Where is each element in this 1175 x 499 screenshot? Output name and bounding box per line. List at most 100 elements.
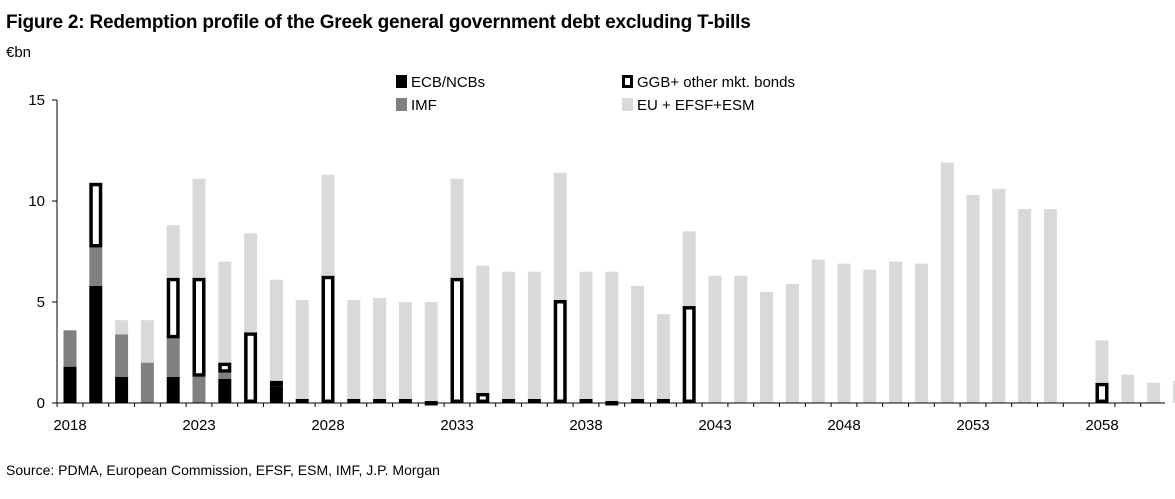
bar-ecb-2018 (63, 366, 77, 403)
x-tick-label: 2033 (440, 417, 473, 434)
x-tick-label: 2038 (569, 417, 602, 434)
bar-imf-2024 (218, 372, 232, 379)
x-tick-label: 2043 (698, 417, 731, 434)
bar-ggb-2028 (321, 275, 335, 403)
bar-eu-2036 (527, 271, 541, 399)
y-tick-label: 15 (28, 92, 45, 109)
bar-eu-2028 (321, 174, 335, 276)
x-tick-label: 2028 (311, 417, 344, 434)
bar-ecb-2019 (89, 285, 103, 403)
bar-eu-2024 (218, 261, 232, 363)
bar-eu-2045 (760, 291, 774, 403)
bar-ecb-2022 (166, 376, 180, 403)
bar-imf-2018 (63, 330, 77, 367)
bar-ggb-2042 (682, 306, 696, 404)
y-tick-label: 5 (37, 294, 45, 311)
bar-eu-2058 (1095, 340, 1109, 383)
bar-ggb-2038 (579, 398, 593, 404)
bar-ggb-2041 (656, 398, 670, 404)
bar-ggb-2023 (192, 277, 206, 377)
bar-ggb-2033 (450, 277, 464, 404)
legend: ECB/NCBs IMF GGB+ other mkt. bonds EU + EFS… (396, 74, 795, 114)
bar-eu-2044 (734, 275, 748, 403)
bar-eu-2055 (1018, 209, 1032, 403)
bar-eu-2046 (785, 283, 799, 403)
bar-eu-2052 (940, 162, 954, 403)
bar-eu-2048 (837, 263, 851, 403)
bar-ggb-2026 (269, 380, 283, 387)
bar-eu-2022 (166, 225, 180, 278)
x-tick-label: 2018 (53, 417, 86, 434)
bar-imf-2023 (192, 376, 206, 403)
bar-ggb-2024 (218, 362, 232, 373)
bar-ggb-2025 (244, 332, 258, 403)
bar-eu-2041 (656, 314, 670, 399)
bar-eu-2051 (914, 263, 928, 403)
bar-eu-2033 (450, 178, 464, 278)
bar-eu-2061 (1172, 380, 1175, 403)
bar-eu-2029 (347, 299, 361, 399)
bar-eu-2021 (140, 320, 154, 363)
bar-ggb-2040 (631, 398, 645, 404)
bar-eu-2054 (992, 188, 1006, 403)
bar-eu-2034 (476, 265, 490, 393)
bars-layer (63, 162, 1175, 406)
bar-eu-2053 (966, 194, 980, 403)
bar-ggb-2035 (502, 398, 516, 404)
legend-label-eu: EU + EFSF+ESM (637, 97, 755, 114)
bar-eu-2020 (115, 320, 129, 335)
y-tick-label: 0 (37, 395, 45, 412)
bar-imf-2021 (140, 362, 154, 403)
bar-imf-2019 (89, 247, 103, 286)
source-note: Source: PDMA, European Commission, EFSF,… (6, 462, 440, 478)
bar-eu-2025 (244, 233, 258, 333)
bar-ggb-2058 (1095, 382, 1109, 403)
bar-ggb-2036 (527, 398, 541, 404)
bar-eu-2039 (605, 271, 619, 401)
legend-label-imf: IMF (411, 97, 437, 114)
bar-ggb-2027 (295, 398, 309, 404)
legend-label-ggb: GGB+ other mkt. bonds (637, 74, 795, 91)
legend-swatch-ggb (622, 75, 633, 88)
bar-eu-2043 (708, 275, 722, 403)
bar-eu-2032 (424, 302, 438, 401)
bar-ggb-2031 (398, 398, 412, 404)
x-tick-label: 2023 (182, 417, 215, 434)
bar-eu-2059 (1121, 374, 1135, 403)
x-tick-label: 2048 (827, 417, 860, 434)
bar-eu-2056 (1043, 209, 1057, 403)
bar-eu-2049 (863, 269, 877, 403)
bar-imf-2020 (115, 334, 129, 377)
y-axis-unit-label: €bn (6, 44, 32, 61)
bar-ggb-2034 (476, 392, 490, 403)
bar-eu-2047 (811, 259, 825, 403)
chart-title: Figure 2: Redemption profile of the Gree… (6, 12, 751, 33)
bar-eu-2023 (192, 178, 206, 278)
bar-ecb-2024 (218, 378, 232, 403)
bar-ggb-2030 (373, 398, 387, 404)
bar-eu-2030 (373, 297, 387, 399)
bar-eu-2042 (682, 231, 696, 307)
bar-ecb-2020 (115, 376, 129, 403)
legend-label-ecb: ECB/NCBs (411, 74, 485, 91)
legend-swatch-imf (396, 98, 407, 111)
y-tick-label: 10 (28, 193, 45, 210)
axes-layer: 0 5 10 15 2018 2023 2028 2033 2038 2043 2048 2053 20… (28, 92, 1165, 434)
bar-eu-2038 (579, 271, 593, 399)
bar-eu-2037 (553, 172, 567, 300)
legend-swatch-ecb (396, 75, 407, 88)
bar-eu-2040 (631, 285, 645, 399)
bar-eu-2035 (502, 271, 516, 399)
bar-eu-2050 (889, 261, 903, 403)
x-tick-label: 2053 (956, 417, 989, 434)
bar-imf-2022 (166, 338, 180, 377)
bar-eu-2026 (269, 279, 283, 381)
bar-ggb-2037 (553, 299, 567, 404)
bar-eu-2027 (295, 299, 309, 399)
bar-eu-2060 (1147, 382, 1161, 403)
legend-swatch-eu (622, 98, 633, 111)
x-tick-label: 2058 (1085, 417, 1118, 434)
bar-ggb-2029 (347, 398, 361, 404)
bar-ecb-2026 (269, 386, 283, 403)
